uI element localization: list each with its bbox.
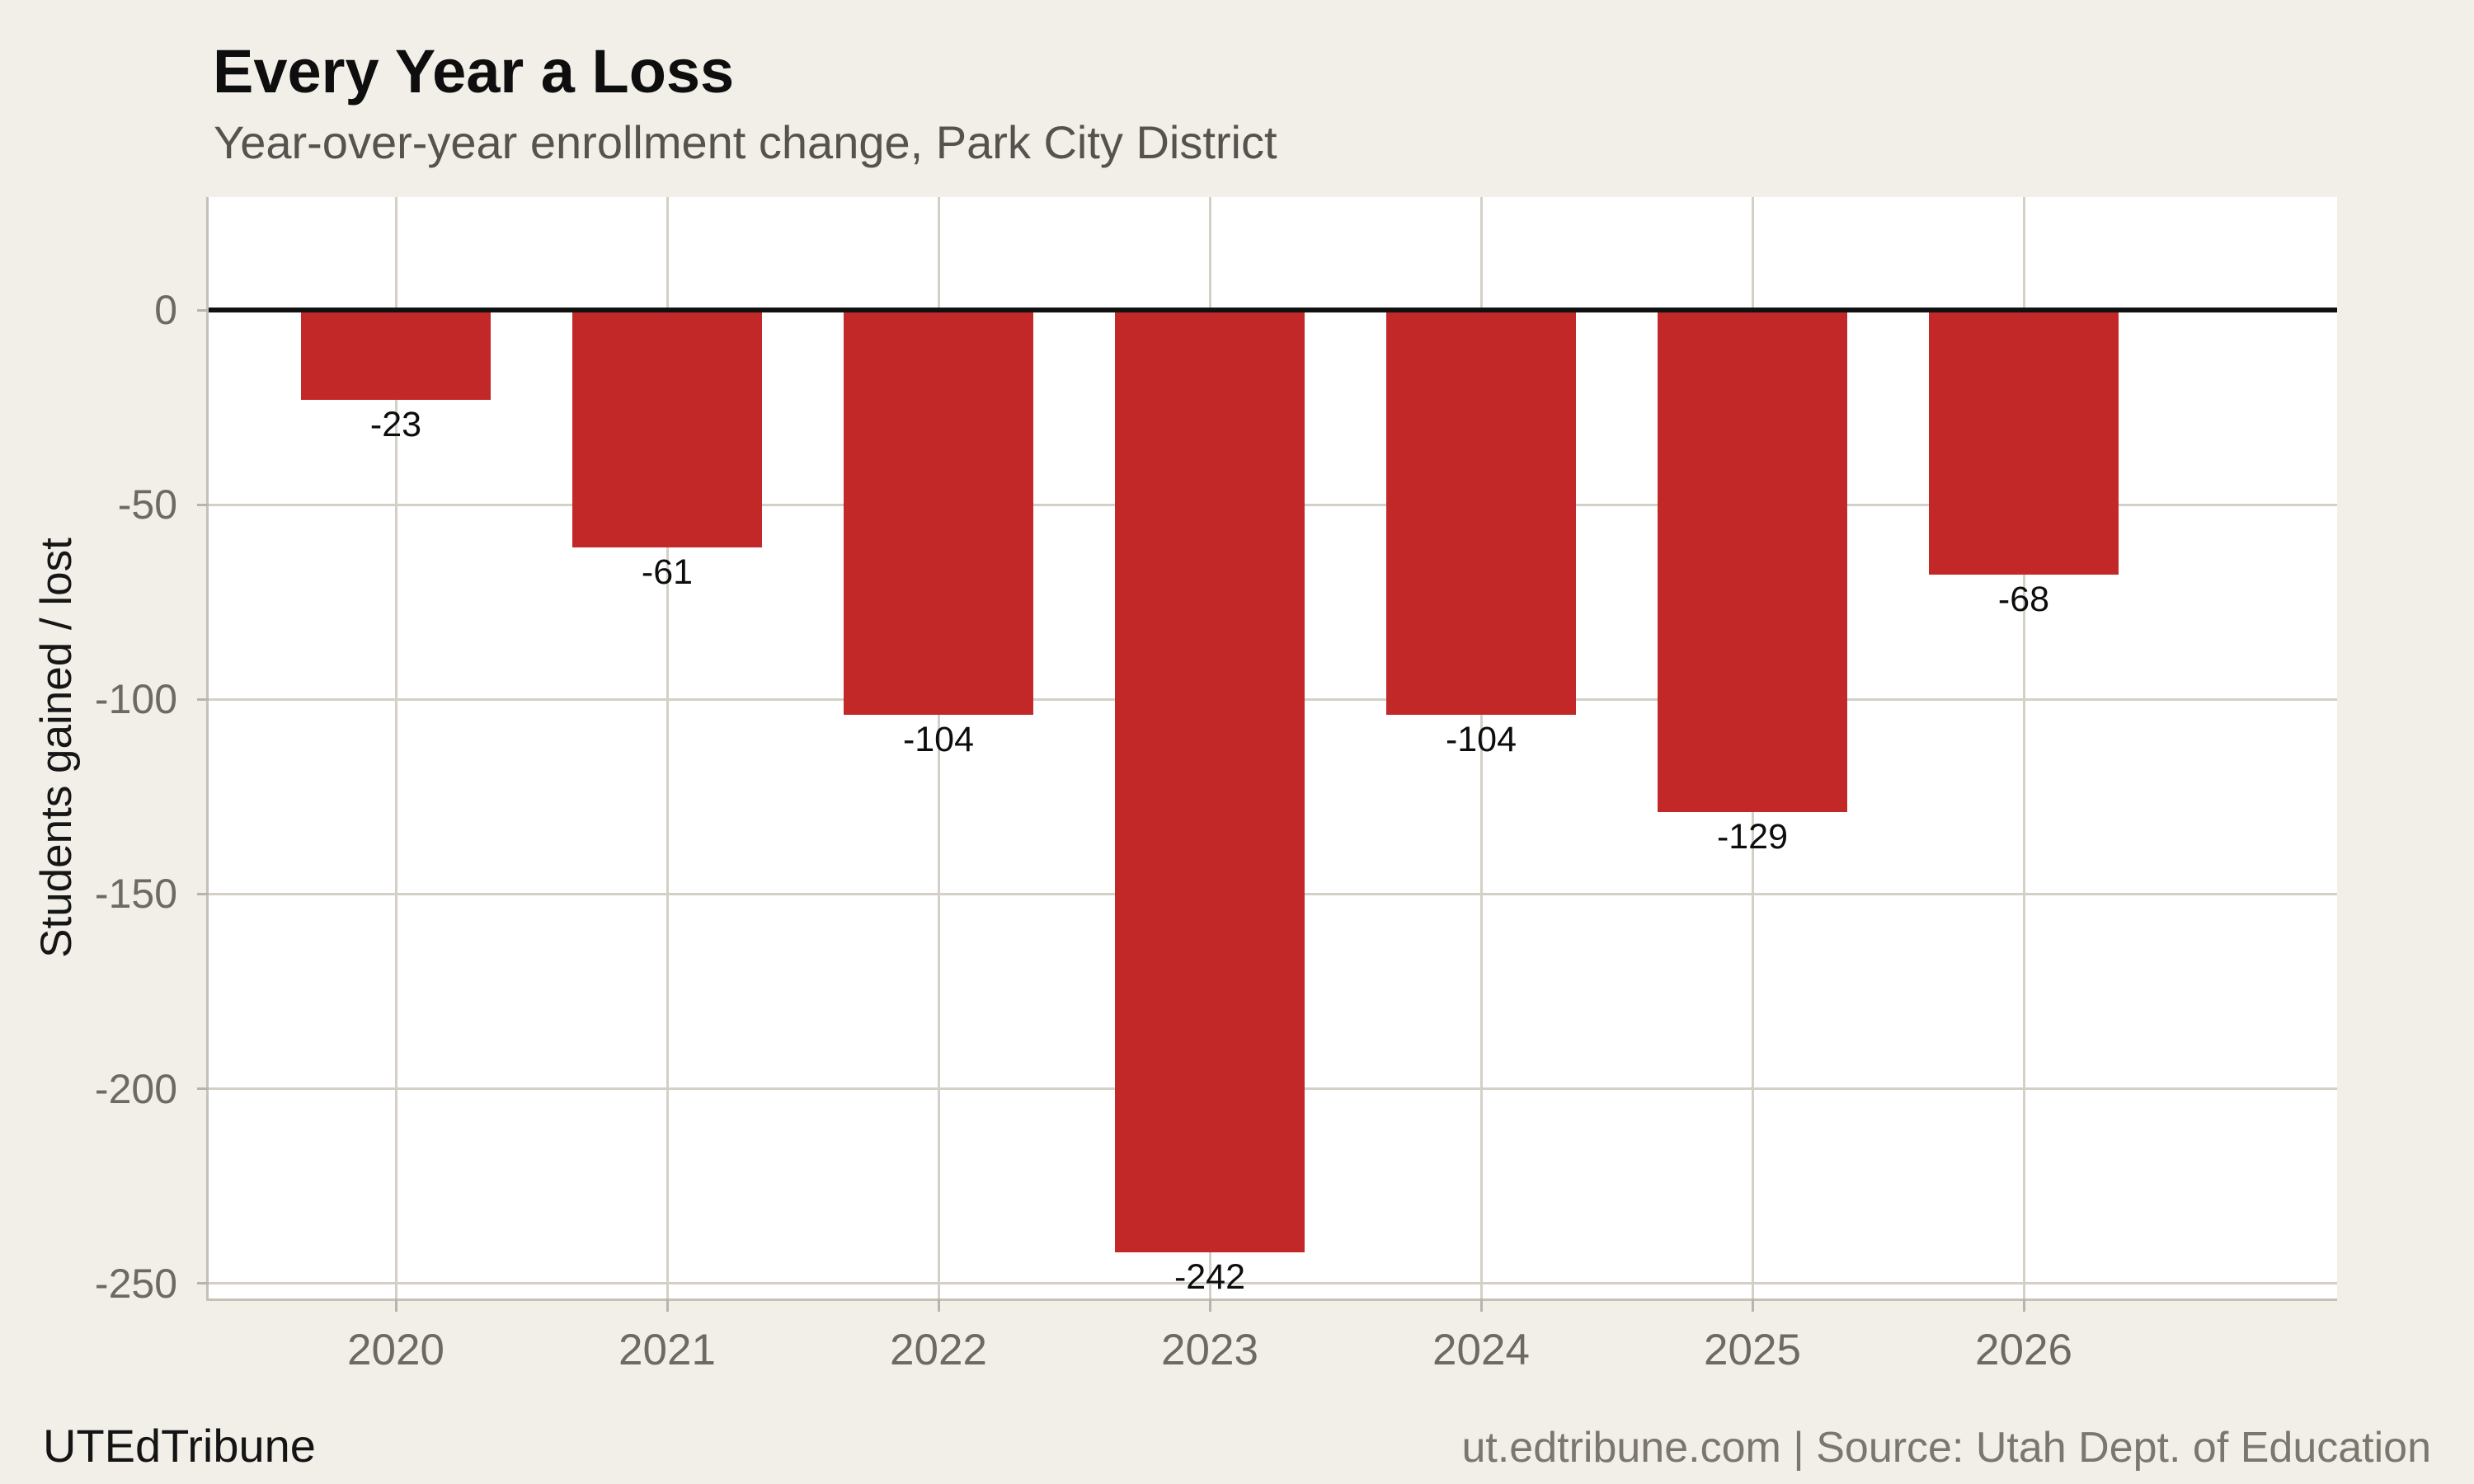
y-tick-label: -150 [94,871,177,918]
x-tick-label: 2024 [1432,1326,1530,1374]
y-tick-label: -200 [94,1065,177,1112]
chart-title: Every Year a Loss [213,37,735,106]
bar-value-label: -68 [1997,580,2050,620]
y-tick-label: -250 [94,1260,177,1307]
y-tick-label: 0 [154,287,177,333]
y-tick-mark [197,1282,209,1285]
x-tick-label: 2021 [618,1326,716,1374]
y-tick-mark [197,697,209,701]
y-tick-mark [197,503,209,506]
x-tick-mark [1751,1298,1754,1312]
x-tick-mark [937,1298,940,1312]
bar-2024 [1386,310,1576,716]
y-axis-title: Students gained / lost [32,538,81,958]
horizontal-gridline [209,1282,2337,1285]
bar-2020 [301,310,491,400]
x-tick-label: 2023 [1161,1326,1258,1374]
x-tick-mark [1479,1298,1483,1312]
y-tick-mark [197,1087,209,1091]
x-tick-label: 2026 [1975,1326,2072,1374]
bar-2021 [572,310,762,548]
bar-value-label: -104 [1445,720,1517,760]
y-tick-mark [197,892,209,895]
x-tick-mark [394,1298,397,1312]
bar-value-label: -23 [369,404,422,444]
x-axis-spine [206,1298,2337,1301]
x-tick-mark [1208,1298,1211,1312]
y-tick-label: -100 [94,676,177,723]
bar-value-label: -129 [1716,817,1789,857]
zero-baseline [209,308,2337,312]
x-tick-label: 2020 [347,1326,444,1374]
bar-value-label: -104 [902,720,975,760]
vertical-gridline [1479,197,1483,1298]
x-tick-mark [2022,1298,2025,1312]
bar-2022 [844,310,1033,716]
vertical-gridline [937,197,940,1298]
y-tick-label: -50 [117,481,177,528]
x-tick-label: 2022 [890,1326,987,1374]
vertical-gridline [666,197,669,1298]
chart-subtitle: Year-over-year enrollment change, Park C… [214,116,1277,168]
y-axis-spine [206,197,209,1301]
y-tick-mark [197,308,209,312]
bar-2026 [1929,310,2119,575]
vertical-gridline [2022,197,2025,1298]
footer-source-attribution: ut.edtribune.com | Source: Utah Dept. of… [1461,1424,2431,1472]
vertical-gridline [394,197,397,1298]
bar-2025 [1658,310,1847,813]
x-tick-mark [666,1298,669,1312]
footer-brand: UTEdTribune [43,1420,316,1472]
x-tick-label: 2025 [1704,1326,1801,1374]
bar-2023 [1115,310,1305,1252]
bar-value-label: -61 [641,552,694,593]
bar-value-label: -242 [1174,1256,1246,1297]
